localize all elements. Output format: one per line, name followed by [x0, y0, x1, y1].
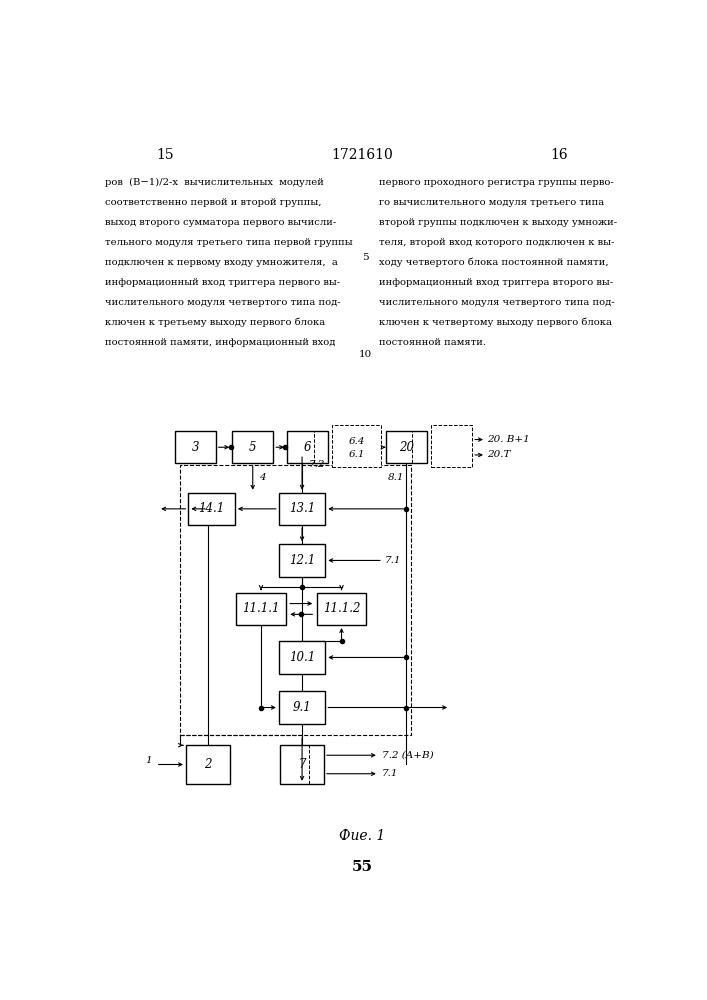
Bar: [332, 425, 381, 467]
Text: 55: 55: [352, 860, 373, 874]
Text: постоянной памяти.: постоянной памяти.: [379, 338, 486, 347]
Text: 7.2: 7.2: [309, 460, 325, 469]
Text: 20: 20: [399, 441, 414, 454]
Bar: [279, 691, 325, 724]
Text: 6.1: 6.1: [349, 450, 365, 459]
Text: теля, второй вход которого подключен к вы-: теля, второй вход которого подключен к в…: [379, 238, 614, 247]
Text: ключен к четвертому выходу первого блока: ключен к четвертому выходу первого блока: [379, 318, 612, 327]
Text: 14.1: 14.1: [199, 502, 225, 515]
Bar: [279, 493, 325, 525]
Text: 8.1: 8.1: [388, 473, 404, 482]
Bar: [175, 431, 216, 463]
Bar: [279, 641, 325, 674]
Text: 7.1: 7.1: [385, 556, 401, 565]
Text: 1: 1: [146, 756, 152, 765]
Text: 5: 5: [249, 441, 257, 454]
Text: 16: 16: [551, 148, 568, 162]
Bar: [232, 431, 274, 463]
Bar: [385, 431, 427, 463]
Text: ключен к третьему выходу первого блока: ключен к третьему выходу первого блока: [105, 318, 325, 327]
Text: выход второго сумматора первого вычисли-: выход второго сумматора первого вычисли-: [105, 218, 336, 227]
Text: 7.1: 7.1: [382, 769, 398, 778]
Text: 12.1: 12.1: [289, 554, 315, 567]
Text: 15: 15: [156, 148, 174, 162]
Text: информационный вход триггера первого вы-: информационный вход триггера первого вы-: [105, 278, 340, 287]
Bar: [280, 745, 324, 784]
Text: 20.T: 20.T: [488, 450, 511, 459]
Text: 11.1.1: 11.1.1: [243, 602, 280, 615]
Text: ходу четвертого блока постоянной памяти,: ходу четвертого блока постоянной памяти,: [379, 258, 609, 267]
Text: подключен к первому входу умножителя,  а: подключен к первому входу умножителя, а: [105, 258, 338, 267]
Text: числительного модуля четвертого типа под-: числительного модуля четвертого типа под…: [105, 298, 341, 307]
Text: 1721610: 1721610: [332, 148, 393, 162]
Text: 6.4: 6.4: [349, 437, 365, 446]
Bar: [186, 745, 230, 784]
Text: ров  (В−1)/2-х  вычислительных  модулей: ров (В−1)/2-х вычислительных модулей: [105, 178, 324, 187]
Text: числительного модуля четвертого типа под-: числительного модуля четвертого типа под…: [379, 298, 614, 307]
Text: Фие. 1: Фие. 1: [339, 829, 385, 843]
Text: тельного модуля третьего типа первой группы: тельного модуля третьего типа первой гру…: [105, 238, 352, 247]
Text: 5: 5: [362, 253, 368, 262]
Text: 3: 3: [192, 441, 199, 454]
Text: первого проходного регистра группы перво-: первого проходного регистра группы перво…: [379, 178, 614, 187]
Text: соответственно первой и второй группы,: соответственно первой и второй группы,: [105, 198, 321, 207]
Text: 7: 7: [298, 758, 306, 771]
Bar: [236, 593, 286, 625]
Bar: [431, 425, 472, 467]
Text: 13.1: 13.1: [289, 502, 315, 515]
Text: го вычислительного модуля третьего типа: го вычислительного модуля третьего типа: [379, 198, 604, 207]
Text: 4: 4: [259, 473, 266, 482]
Text: 2: 2: [204, 758, 211, 771]
Text: 10: 10: [358, 350, 372, 359]
Bar: [180, 465, 411, 735]
Text: информационный вход триггера второго вы-: информационный вход триггера второго вы-: [379, 278, 613, 287]
Text: второй группы подключен к выходу умножи-: второй группы подключен к выходу умножи-: [379, 218, 617, 227]
Bar: [279, 544, 325, 577]
Text: 7.2 (A+B): 7.2 (A+B): [382, 751, 433, 760]
Text: 11.1.2: 11.1.2: [323, 602, 361, 615]
Bar: [188, 493, 235, 525]
Text: 9.1: 9.1: [293, 701, 312, 714]
Bar: [287, 431, 328, 463]
Text: 10.1: 10.1: [289, 651, 315, 664]
Text: 20. B+1: 20. B+1: [488, 435, 530, 444]
Text: постоянной памяти, информационный вход: постоянной памяти, информационный вход: [105, 338, 335, 347]
Text: 6: 6: [304, 441, 311, 454]
Bar: [317, 593, 366, 625]
